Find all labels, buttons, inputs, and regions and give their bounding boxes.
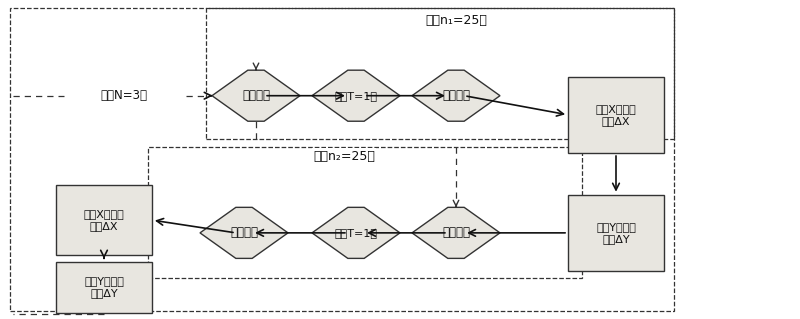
Text: 快门关闭: 快门关闭 [442, 89, 470, 102]
Polygon shape [312, 70, 400, 121]
Text: 快门打开: 快门打开 [442, 226, 470, 239]
FancyBboxPatch shape [56, 185, 152, 255]
Text: 循环n₂=25次: 循环n₂=25次 [313, 150, 375, 163]
Text: 电机Y正方向
移动ΔY: 电机Y正方向 移动ΔY [596, 222, 636, 244]
Text: 快门关闭: 快门关闭 [230, 226, 258, 239]
FancyBboxPatch shape [568, 195, 664, 271]
Text: 电机X正方向
移动ΔX: 电机X正方向 移动ΔX [596, 104, 636, 126]
Text: 等待T=1秒: 等待T=1秒 [334, 91, 378, 101]
FancyBboxPatch shape [56, 262, 152, 313]
Text: 电机Y正方向
移动ΔY: 电机Y正方向 移动ΔY [84, 276, 124, 298]
Bar [206, 8, 674, 139]
Polygon shape [412, 207, 500, 258]
Polygon shape [212, 70, 300, 121]
Bar [148, 147, 582, 278]
Text: 快门打开: 快门打开 [242, 89, 270, 102]
Text: 循环N=3次: 循环N=3次 [101, 89, 147, 102]
Polygon shape [312, 207, 400, 258]
Bar [10, 8, 674, 311]
Text: 等待T=1秒: 等待T=1秒 [334, 228, 378, 238]
Text: 电机X负方向
移动ΔX: 电机X负方向 移动ΔX [84, 209, 124, 231]
Polygon shape [200, 207, 288, 258]
Text: 循环n₁=25次: 循环n₁=25次 [425, 14, 487, 27]
FancyBboxPatch shape [568, 77, 664, 153]
Polygon shape [412, 70, 500, 121]
